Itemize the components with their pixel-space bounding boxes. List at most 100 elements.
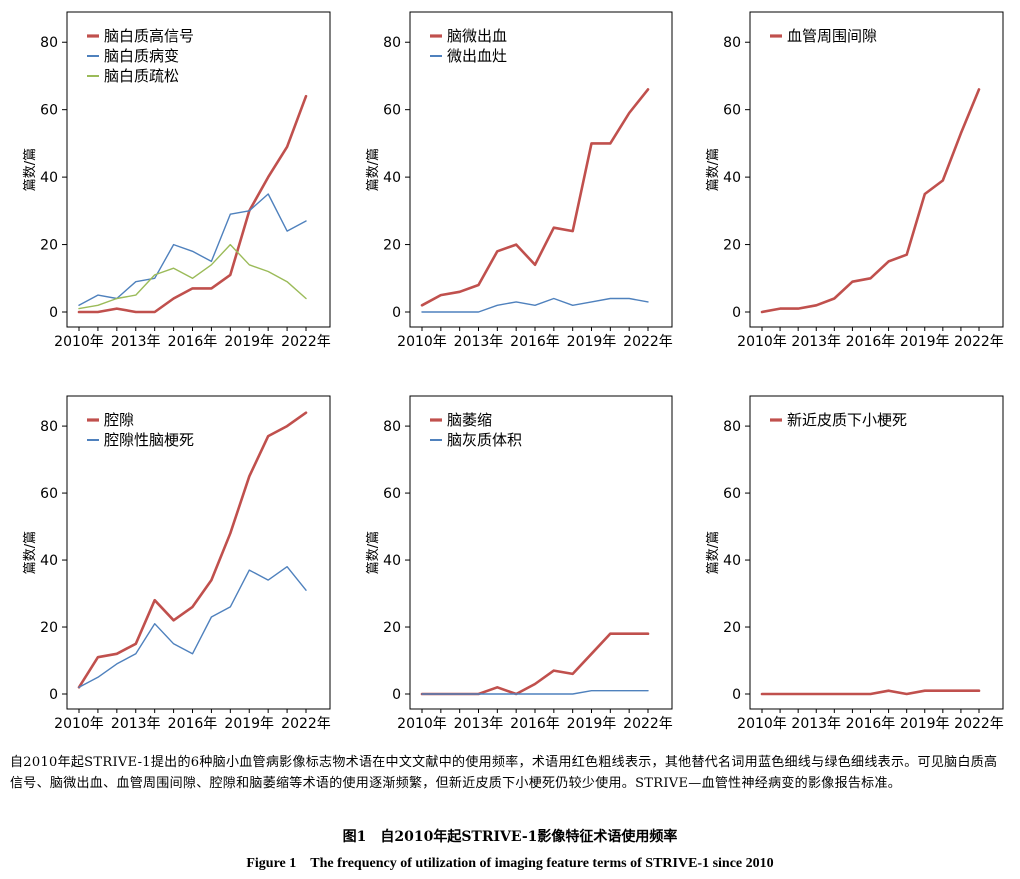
y-tick-label: 0 [49,687,58,703]
x-tick-label: 2010年 [397,716,447,732]
y-tick-label: 20 [40,238,58,254]
y-tick-label: 80 [383,35,401,51]
x-tick-label: 2016年 [510,334,560,350]
y-tick-label: 20 [383,238,401,254]
figure-caption: 自2010年起STRIVE-1提出的6种脑小血管病影像标志物术语在中文文献中的使… [10,755,998,791]
y-axis-label: 篇数/篇 [366,148,381,191]
x-tick-label: 2010年 [737,334,787,350]
y-tick-label: 40 [40,170,58,186]
chart-panel-6: 0 20 40 60 80 2010年 2013年 2016年 2019年 2022年 篇数/篇 新近… [706,395,1004,732]
series-line-1 [760,689,981,696]
series-line-1 [77,94,308,314]
legend-entry: 脑微出血 [447,27,507,45]
y-tick-label: 20 [383,620,401,636]
plot-frame [409,395,673,710]
x-tick-label: 2016年 [846,334,896,350]
legend-entry: 腔隙 [104,411,134,429]
x-tick-label: 2010年 [54,334,104,350]
x-tick-label: 2016年 [846,716,896,732]
y-tick-label: 80 [723,35,741,51]
y-tick-label: 0 [392,687,401,703]
y-tick-label: 80 [40,35,58,51]
y-tick-label: 40 [383,170,401,186]
legend-entry: 脑灰质体积 [447,431,522,449]
plot-frame [66,11,331,328]
plot-frame [749,395,1004,710]
plot-frame [749,11,1004,328]
x-tick-label: 2013年 [111,716,161,732]
y-axis-label: 篇数/篇 [706,148,721,191]
y-tick-label: 0 [392,305,401,321]
plot-frame [66,395,331,710]
legend-entry: 新近皮质下小梗死 [787,411,907,429]
y-tick-label: 20 [723,620,741,636]
y-tick-label: 0 [49,305,58,321]
chart-panel-5: 0 20 40 60 80 2010年 2013年 2016年 2019年 2022年 篇数/篇 脑萎… [366,395,673,732]
y-tick-label: 40 [723,553,741,569]
y-tick-label: 60 [40,486,58,502]
x-tick-label: 2022年 [954,716,1004,732]
x-tick-label: 2013年 [791,716,841,732]
x-tick-label: 2010年 [397,334,447,350]
series-line-2 [421,690,649,695]
legend-entry: 血管周围间隙 [787,27,877,45]
x-tick-label: 2019年 [224,334,274,350]
y-axis-label: 篇数/篇 [366,531,381,574]
x-tick-label: 2013年 [454,334,504,350]
legend-entry: 脑白质高信号 [104,27,194,45]
x-tick-label: 2016年 [510,716,560,732]
x-tick-label: 2016年 [168,334,218,350]
legend-entry: 脑白质病变 [104,47,179,65]
x-tick-label: 2019年 [900,716,950,732]
y-tick-label: 40 [40,553,58,569]
series-line-1 [420,632,650,696]
x-tick-label: 2019年 [567,716,617,732]
y-axis-label: 篇数/篇 [706,531,721,574]
y-tick-label: 60 [383,486,401,502]
y-tick-label: 20 [723,238,741,254]
x-tick-label: 2019年 [224,716,274,732]
y-tick-label: 60 [723,103,741,119]
x-tick-label: 2010年 [737,716,787,732]
y-tick-label: 0 [732,305,741,321]
series-line-1 [77,411,308,689]
legend-entry: 脑白质疏松 [104,67,179,85]
y-tick-label: 80 [40,419,58,435]
chart-panel-3: 0 20 40 60 80 2010年 2013年 2016年 2019年 2022年 篇数/篇 血管… [706,11,1004,350]
x-tick-label: 2013年 [111,334,161,350]
x-tick-label: 2022年 [623,716,673,732]
y-tick-label: 40 [723,170,741,186]
y-tick-label: 40 [383,553,401,569]
y-tick-label: 20 [40,620,58,636]
figure-title-en: Figure 1 The frequency of utilization of… [246,856,774,871]
y-tick-label: 60 [40,103,58,119]
series-line-2 [421,297,649,313]
x-tick-label: 2022年 [623,334,673,350]
x-tick-label: 2016年 [168,716,218,732]
chart-panel-4: 0 20 40 60 80 2010年 2013年 2016年 2019年 2022年 篇数/篇 腔隙… [23,395,331,732]
y-axis-label: 篇数/篇 [23,531,38,574]
x-tick-label: 2019年 [567,334,617,350]
chart-panel-2: 0 20 40 60 80 2010年 2013年 2016年 2019年 2022年 篇数/篇 脑微… [366,11,673,350]
series-line-1 [420,88,650,307]
x-tick-label: 2022年 [281,716,331,732]
series-line-1 [760,88,981,314]
figure-title-cn: 图1 自2010年起STRIVE-1影像特征术语使用频率 [342,829,678,845]
y-tick-label: 60 [383,103,401,119]
legend-entry: 脑萎缩 [447,411,492,429]
legend-entry: 微出血灶 [447,47,507,65]
y-tick-label: 0 [732,687,741,703]
y-tick-label: 80 [383,419,401,435]
x-tick-label: 2013年 [791,334,841,350]
y-axis-label: 篇数/篇 [23,148,38,191]
plot-frame [409,11,673,328]
y-tick-label: 60 [723,486,741,502]
y-tick-label: 80 [723,419,741,435]
x-tick-label: 2022年 [954,334,1004,350]
x-tick-label: 2013年 [454,716,504,732]
chart-panel-1: 0 20 40 60 80 2010年 2013年 2016年 2019年 2022年 篇数/篇 脑白… [23,11,331,350]
x-tick-label: 2010年 [54,716,104,732]
series-line-2 [78,566,307,688]
legend-entry: 腔隙性脑梗死 [104,431,194,449]
